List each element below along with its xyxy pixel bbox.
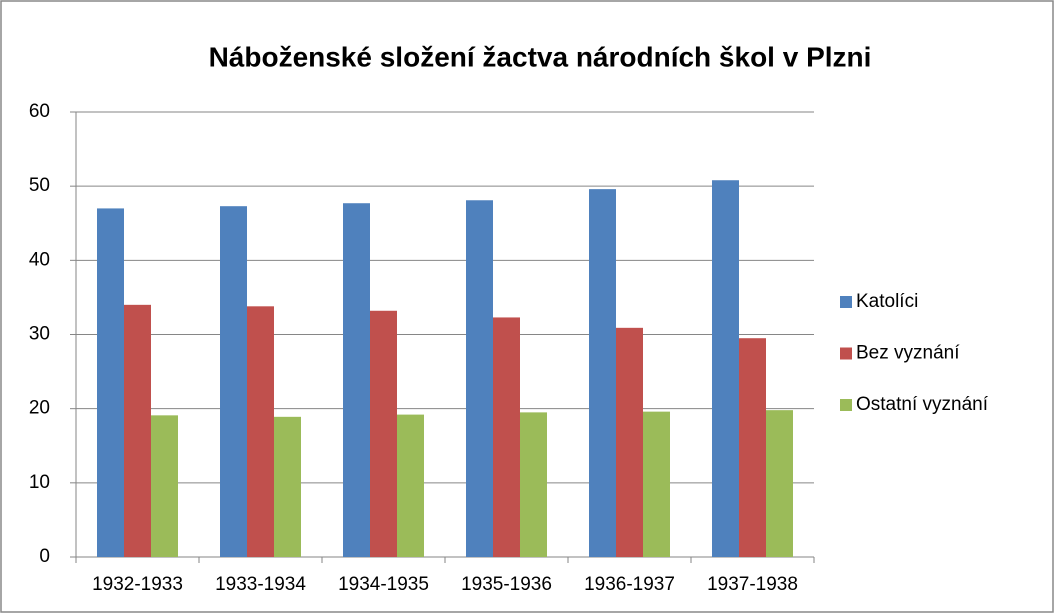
y-tick-label: 20 — [29, 398, 50, 419]
y-tick-label: 10 — [29, 472, 50, 493]
x-tick-label: 1935-1936 — [461, 574, 552, 595]
y-tick-label: 60 — [29, 101, 50, 122]
legend-label: Ostatní vyznání — [856, 394, 989, 415]
chart-title: Náboženské složení žactva národních škol… — [209, 41, 872, 72]
y-tick-label: 30 — [29, 324, 50, 345]
x-tick-label: 1934-1935 — [338, 574, 429, 595]
legend-label: Katolíci — [856, 291, 918, 312]
bar — [466, 200, 493, 557]
bar — [274, 416, 301, 557]
bar — [712, 180, 739, 557]
bar — [589, 189, 616, 557]
bar — [643, 411, 670, 557]
x-tick-label: 1936-1937 — [584, 574, 675, 595]
bar — [343, 203, 370, 557]
bar — [766, 410, 793, 557]
y-tick-label: 40 — [29, 249, 50, 270]
bar — [493, 317, 520, 557]
legend-swatch — [840, 296, 852, 308]
bar — [370, 310, 397, 557]
bar — [397, 414, 424, 557]
x-tick-label: 1937-1938 — [707, 574, 798, 595]
x-tick-label: 1932-1933 — [92, 574, 183, 595]
bar — [739, 338, 766, 557]
bar — [616, 327, 643, 557]
y-tick-label: 0 — [39, 546, 50, 567]
bar — [247, 306, 274, 557]
legend-label: Bez vyznání — [856, 343, 960, 364]
bar — [124, 304, 151, 557]
bar — [97, 208, 124, 557]
legend-swatch — [840, 347, 852, 360]
x-tick-label: 1933-1934 — [215, 574, 306, 595]
legend-swatch — [840, 399, 852, 411]
bar — [151, 415, 178, 557]
bar — [220, 206, 247, 558]
bar — [520, 412, 547, 557]
y-tick-label: 50 — [29, 175, 50, 196]
